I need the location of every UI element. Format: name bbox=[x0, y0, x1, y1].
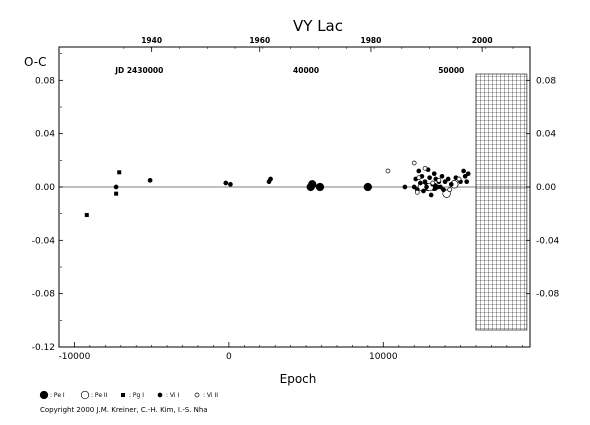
data-point-2 bbox=[84, 213, 89, 217]
x-axis-label: Epoch bbox=[280, 372, 317, 386]
data-point-3 bbox=[442, 179, 448, 185]
legend-label: : Vi I bbox=[166, 392, 179, 399]
y-tick-label-right: -0.08 bbox=[536, 290, 560, 300]
x-tick-label: 10000 bbox=[369, 352, 398, 362]
data-point-3 bbox=[147, 177, 153, 183]
data-point-4 bbox=[414, 189, 420, 195]
x-tick-label: 0 bbox=[226, 352, 232, 362]
y-tick-label-right: -0.04 bbox=[536, 236, 560, 246]
y-axis-right: 0.08 0.04 0.00 -0.04 -0.08 bbox=[526, 76, 560, 300]
data-point-3 bbox=[223, 180, 229, 186]
y-tick-label: 0.04 bbox=[35, 130, 55, 140]
data-point-3 bbox=[418, 180, 423, 186]
y-tick-label: -0.12 bbox=[32, 343, 55, 353]
data-point-3 bbox=[422, 179, 428, 185]
data-point-3 bbox=[428, 192, 434, 198]
jd-label: 50000 bbox=[438, 66, 464, 75]
legend-label: : Pe I bbox=[50, 392, 65, 399]
data-point-3 bbox=[421, 188, 426, 194]
data-point-3 bbox=[439, 173, 445, 179]
data-point-3 bbox=[431, 171, 437, 177]
legend-label: : Vi II bbox=[203, 392, 218, 399]
x-axis: -10000 0 10000 bbox=[58, 342, 523, 362]
data-point-0 bbox=[315, 182, 325, 192]
data-point-3 bbox=[445, 176, 451, 182]
data-point-3 bbox=[411, 184, 417, 190]
data-point-4 bbox=[422, 165, 428, 171]
data-point-3 bbox=[268, 176, 273, 182]
jd-label: JD 2430000 bbox=[114, 66, 163, 75]
y-tick-label: 0.08 bbox=[35, 76, 55, 86]
data-point-3 bbox=[113, 184, 119, 190]
legend-marker bbox=[194, 392, 200, 398]
data-point-3 bbox=[424, 184, 429, 190]
legend-label: : Pg I bbox=[129, 392, 144, 399]
data-point-3 bbox=[465, 171, 471, 177]
data-point-3 bbox=[464, 179, 470, 185]
data-point-2 bbox=[117, 170, 122, 175]
plot-frame bbox=[58, 46, 531, 348]
jd-label: 40000 bbox=[293, 66, 319, 75]
legend-marker bbox=[121, 393, 125, 397]
hatched-region bbox=[475, 73, 528, 331]
legend-marker bbox=[39, 390, 49, 400]
data-point-4 bbox=[416, 175, 422, 181]
data-points bbox=[84, 160, 471, 217]
data-point-3 bbox=[462, 173, 468, 179]
data-point-4 bbox=[385, 168, 391, 174]
top-year-label: 1940 bbox=[141, 36, 162, 45]
data-point-2 bbox=[114, 191, 119, 196]
data-point-0 bbox=[363, 182, 373, 192]
data-point-4 bbox=[456, 176, 462, 182]
top-year-label: 1980 bbox=[361, 36, 382, 45]
data-point-3 bbox=[461, 168, 466, 174]
data-point-3 bbox=[427, 175, 432, 181]
data-point-4 bbox=[430, 180, 436, 186]
y-axis-label: O-C bbox=[24, 55, 47, 69]
top-axis: 1940 1960 1980 2000 JD 2430000 40000 50000 bbox=[114, 36, 514, 75]
data-point-4 bbox=[447, 187, 453, 193]
hatched-area bbox=[475, 73, 528, 331]
top-year-label: 1960 bbox=[249, 36, 270, 45]
legend-marker bbox=[80, 390, 90, 400]
x-tick-label: -10000 bbox=[58, 352, 90, 362]
legend-label: : Pe II bbox=[91, 392, 108, 399]
top-year-label: 2000 bbox=[472, 36, 493, 45]
data-point-3 bbox=[438, 184, 443, 190]
y-tick-label-right: 0.04 bbox=[536, 130, 556, 140]
data-point-3 bbox=[228, 181, 233, 187]
data-point-4 bbox=[411, 160, 417, 166]
y-tick-label: 0.00 bbox=[35, 183, 55, 193]
copyright-text: Copyright 2000 J.M. Kreiner, C.-H. Kim, … bbox=[40, 406, 208, 414]
data-point-0 bbox=[308, 180, 317, 189]
y-tick-label: -0.08 bbox=[32, 290, 56, 300]
legend: : Pe I : Pe II : Pg I : Vi I : Vi II bbox=[39, 390, 218, 400]
y-tick-label-right: 0.08 bbox=[536, 76, 556, 86]
chart-title: VY Lac bbox=[293, 17, 343, 35]
data-point-3 bbox=[402, 184, 408, 190]
data-point-3 bbox=[441, 187, 446, 193]
data-point-3 bbox=[448, 181, 454, 187]
legend-marker bbox=[157, 392, 163, 398]
y-axis-left: 0.08 0.04 0.00 -0.04 -0.08 -0.12 bbox=[32, 53, 63, 353]
y-tick-label: -0.04 bbox=[32, 236, 56, 246]
data-point-3 bbox=[416, 168, 422, 174]
data-point-1 bbox=[442, 189, 451, 198]
y-tick-label-right: 0.00 bbox=[536, 183, 556, 193]
data-point-4 bbox=[436, 177, 442, 183]
